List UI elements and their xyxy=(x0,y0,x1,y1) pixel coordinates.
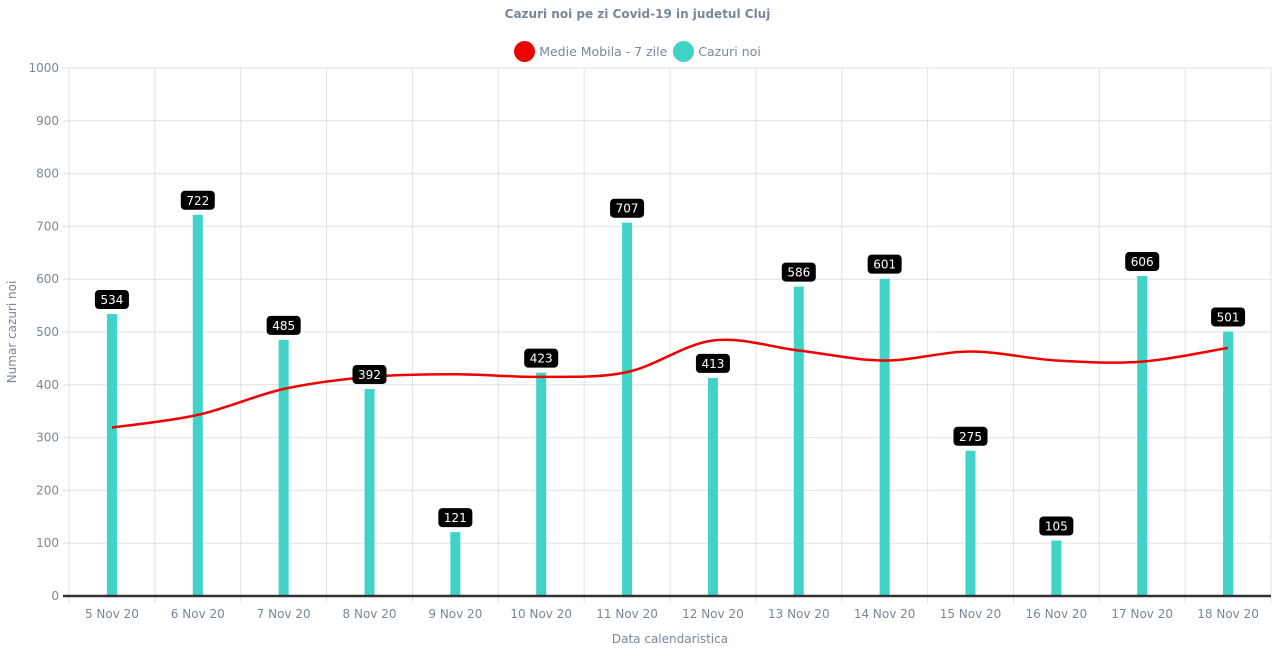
bar xyxy=(1223,331,1234,596)
legend-marker-moving-average xyxy=(514,41,536,62)
y-tick-label: 500 xyxy=(36,325,59,339)
bar xyxy=(707,377,718,596)
moving-average-line xyxy=(111,338,1229,429)
chart-title: Cazuri noi pe zi Covid-19 in judetul Clu… xyxy=(504,7,771,21)
legend-label-new-cases: Cazuri noi xyxy=(698,44,761,59)
data-label: 586 xyxy=(787,266,810,280)
bar xyxy=(965,450,976,596)
data-label-box xyxy=(266,315,301,335)
data-label: 413 xyxy=(701,357,724,371)
axes: 0 100 200 300 400 500 600 700 800 900 1000 5 Nov 20… xyxy=(28,61,1272,621)
data-label-box xyxy=(524,348,559,368)
data-label-box xyxy=(953,426,988,446)
x-tick-label: 17 Nov 20 xyxy=(1111,607,1173,621)
data-label-box xyxy=(867,254,902,274)
data-label: 105 xyxy=(1045,520,1068,534)
y-axis-title: Numar cazuri noi xyxy=(5,281,19,384)
x-tick-label: 12 Nov 20 xyxy=(682,607,744,621)
bar xyxy=(192,214,203,596)
bar xyxy=(879,278,890,596)
y-tick-label: 800 xyxy=(36,167,59,181)
data-label: 121 xyxy=(444,511,467,525)
data-label-box xyxy=(610,198,645,218)
x-tick-label: 15 Nov 20 xyxy=(940,607,1002,621)
data-label-box xyxy=(1211,307,1246,327)
bar xyxy=(106,314,117,596)
data-label-box xyxy=(695,353,730,373)
y-tick-label: 200 xyxy=(36,483,59,497)
y-tick-label: 0 xyxy=(51,589,59,603)
moving-average-layer xyxy=(111,338,1229,429)
legend-item-new-cases[interactable]: Cazuri noi xyxy=(673,41,761,62)
data-label: 275 xyxy=(959,430,982,444)
x-tick-label: 13 Nov 20 xyxy=(768,607,830,621)
bar xyxy=(1051,540,1062,596)
y-tick-label: 700 xyxy=(36,219,59,233)
bar xyxy=(364,389,375,596)
x-tick-label: 7 Nov 20 xyxy=(257,607,311,621)
y-tick-label: 400 xyxy=(36,378,59,392)
bar xyxy=(536,372,547,596)
x-tick-label: 14 Nov 20 xyxy=(854,607,916,621)
x-tick-label: 11 Nov 20 xyxy=(596,607,658,621)
bar xyxy=(278,339,289,596)
y-tick-label: 100 xyxy=(36,536,59,550)
data-label-box xyxy=(1039,516,1074,536)
data-label: 606 xyxy=(1131,255,1154,269)
data-label: 722 xyxy=(186,194,209,208)
y-tick-label: 300 xyxy=(36,431,59,445)
x-tick-label: 16 Nov 20 xyxy=(1026,607,1088,621)
legend: Medie Mobila - 7 zile Cazuri noi xyxy=(0,41,1275,65)
bar xyxy=(622,222,633,597)
bar xyxy=(793,286,804,596)
bars xyxy=(106,214,1234,597)
data-label: 392 xyxy=(358,368,381,382)
legend-marker-new-cases xyxy=(673,41,695,62)
x-tick-label: 8 Nov 20 xyxy=(343,607,397,621)
data-label: 707 xyxy=(616,202,639,216)
x-tick-label: 9 Nov 20 xyxy=(428,607,482,621)
data-label-box xyxy=(1125,252,1160,272)
data-label-box xyxy=(352,365,387,385)
data-label: 423 xyxy=(530,352,553,366)
data-label: 501 xyxy=(1217,310,1240,324)
legend-item-moving-average[interactable]: Medie Mobila - 7 zile xyxy=(514,41,667,62)
y-tick-label: 1000 xyxy=(28,61,59,75)
data-label-box xyxy=(94,290,129,310)
legend-label-moving-average: Medie Mobila - 7 zile xyxy=(539,44,668,59)
grid xyxy=(68,67,1272,596)
x-tick-label: 5 Nov 20 xyxy=(85,607,139,621)
data-label: 601 xyxy=(873,258,896,272)
x-tick-label: 18 Nov 20 xyxy=(1197,607,1259,621)
x-tick-label: 10 Nov 20 xyxy=(510,607,572,621)
bar xyxy=(1137,276,1148,596)
bar xyxy=(450,532,461,596)
y-tick-label: 600 xyxy=(36,272,59,286)
x-axis-title: Data calendaristica xyxy=(612,632,728,646)
data-labels: 534 722 485 392 121 423 707 413 586 601 275 105 606 5… xyxy=(94,190,1246,536)
data-label-box xyxy=(180,190,215,210)
y-tick-label: 900 xyxy=(36,114,59,128)
data-label: 534 xyxy=(100,293,123,307)
data-label: 485 xyxy=(272,319,295,333)
data-label-box xyxy=(781,262,816,282)
data-label-box xyxy=(438,508,473,528)
x-tick-label: 6 Nov 20 xyxy=(171,607,225,621)
